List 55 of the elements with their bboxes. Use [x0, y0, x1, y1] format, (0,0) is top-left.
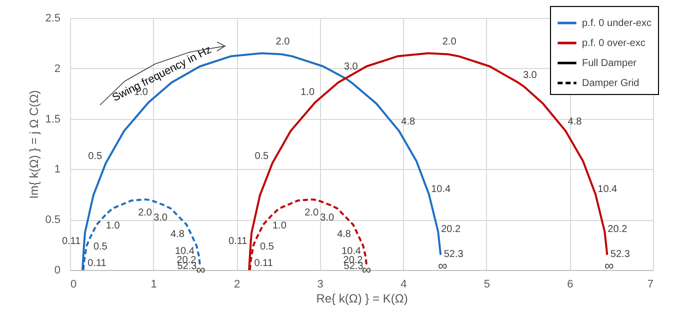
legend-label: Full Damper [582, 58, 638, 69]
x-tick-label: 0 [70, 278, 77, 290]
annotation: 4.8 [170, 228, 185, 240]
annotation: 3.0 [320, 212, 334, 224]
annotation: 52.3 [610, 248, 630, 260]
annotation: 10.4 [342, 246, 362, 258]
annotation: 0.5 [260, 241, 274, 252]
y-axis-title: Im{ k(Ω) } = j Ω C(Ω) [27, 90, 42, 199]
x-tick-label: 4 [400, 278, 407, 290]
legend-label: p.f. 0 over-exc [582, 38, 646, 49]
annotation: 4.8 [337, 228, 352, 240]
y-tick-label: 1 [54, 164, 60, 176]
annotation: 0.11 [254, 258, 274, 269]
annotation: ∞ [196, 262, 206, 277]
y-tick-label: 0.5 [45, 214, 60, 226]
legend-label: Damper Grid [582, 78, 640, 89]
annotation: 10.4 [174, 246, 195, 258]
annotation: 2.0 [442, 36, 457, 48]
x-tick-label: 1 [150, 278, 157, 290]
annotation: 0.11 [62, 236, 82, 247]
annotation: 0.5 [254, 150, 270, 162]
x-tick-label: 3 [317, 278, 324, 290]
annotation: 0.11 [88, 258, 107, 269]
annotation: 10.4 [431, 184, 451, 196]
annotation: 3.0 [154, 212, 168, 224]
annotation: 2.0 [304, 207, 319, 218]
annotation: 0.5 [88, 150, 102, 162]
annotation: 2.0 [138, 207, 152, 218]
annotation: 1.0 [272, 220, 287, 232]
annotation: 1.0 [106, 220, 120, 232]
annotation: 1.0 [300, 86, 315, 98]
annotation: 4.8 [568, 116, 582, 128]
legend-label: p.f. 0 under-exc [582, 18, 652, 29]
annotation: 2.0 [276, 36, 290, 48]
x-tick-label: 6 [567, 278, 574, 290]
x-axis-title: Re{ k(Ω) } = K(Ω) [316, 292, 408, 306]
annotation: 3.0 [522, 70, 538, 82]
y-tick-label: 2 [54, 62, 60, 75]
annotation: ∞ [362, 262, 372, 277]
annotation: 4.8 [401, 116, 416, 128]
annotation: 10.4 [598, 184, 618, 196]
x-tick-label: 2 [234, 278, 240, 290]
annotation: 0.11 [228, 236, 248, 247]
x-tick-label: 7 [647, 278, 654, 290]
y-tick-label: 2.5 [45, 12, 60, 24]
annotation: 20.2 [441, 224, 461, 235]
y-tick-label: 0 [54, 264, 60, 276]
annotation: ∞ [604, 258, 614, 273]
annotation: 3.0 [344, 62, 358, 73]
annotation: 52.3 [444, 248, 464, 260]
annotation: ∞ [438, 258, 448, 273]
x-tick-label: 5 [484, 278, 490, 290]
annotation: 0.5 [93, 241, 108, 252]
annotation: 20.2 [608, 224, 628, 235]
y-tick-label: 1.5 [45, 113, 60, 126]
